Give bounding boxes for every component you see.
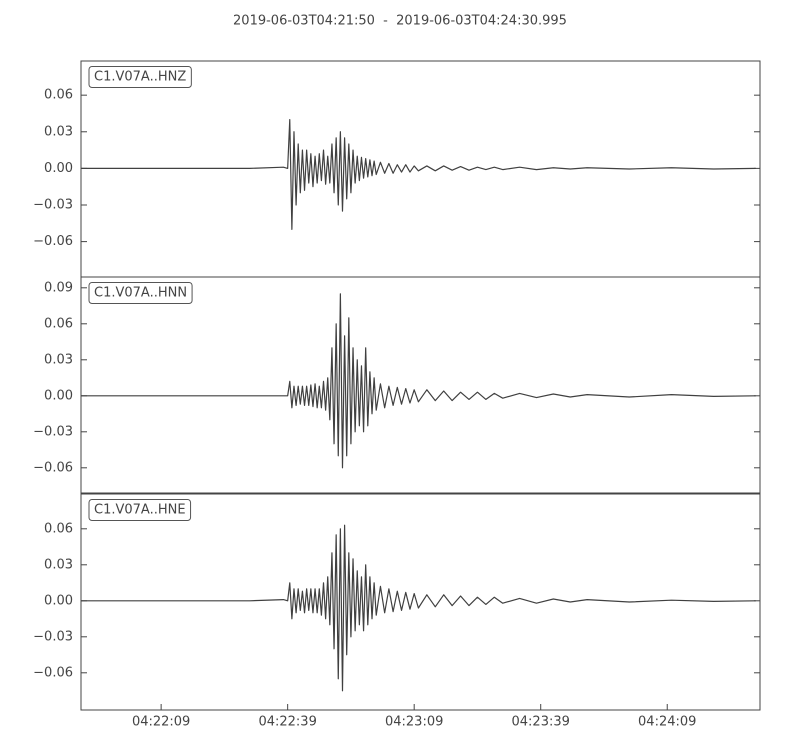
plot-frame: [80, 276, 761, 494]
y-tick-label: 0.09: [44, 280, 73, 295]
y-tick-label: 0.06: [44, 316, 73, 331]
y-tick-label: −0.06: [33, 460, 73, 475]
y-tick-label: −0.06: [33, 234, 73, 249]
y-tick-label: 0.03: [44, 352, 73, 367]
y-tick-label: −0.03: [33, 198, 73, 213]
trace-label: C1.V07A..HNZ: [94, 70, 186, 85]
y-tick-label: 0.00: [44, 593, 73, 608]
waveform: [81, 118, 756, 231]
x-tick-label: 04:24:09: [638, 715, 696, 730]
y-tick-label: 0.06: [44, 521, 73, 536]
x-tick-label: 04:23:09: [385, 715, 443, 730]
x-tick-label: 04:22:09: [132, 715, 190, 730]
x-tick-label: 04:23:39: [512, 715, 570, 730]
x-tick-label: 04:22:39: [258, 715, 316, 730]
waveform: [81, 293, 756, 469]
y-tick-label: −0.03: [33, 629, 73, 644]
y-tick-label: 0.00: [44, 388, 73, 403]
y-tick-label: 0.03: [44, 124, 73, 139]
trace-label-box: [88, 282, 193, 304]
y-tick-label: 0.06: [44, 88, 73, 103]
trace-label-box: [88, 499, 192, 521]
y-tick-label: 0.00: [44, 161, 73, 176]
waveform: [81, 524, 756, 692]
trace-label: C1.V07A..HNN: [94, 286, 187, 301]
y-tick-label: −0.03: [33, 424, 73, 439]
y-tick-label: −0.06: [33, 665, 73, 680]
y-tick-label: 0.03: [44, 557, 73, 572]
chart-title: 2019-06-03T04:21:50 - 2019-06-03T04:24:3…: [233, 14, 567, 29]
plot-frame: [80, 493, 761, 711]
trace-label-box: [88, 66, 192, 88]
trace-label: C1.V07A..HNE: [94, 503, 186, 518]
